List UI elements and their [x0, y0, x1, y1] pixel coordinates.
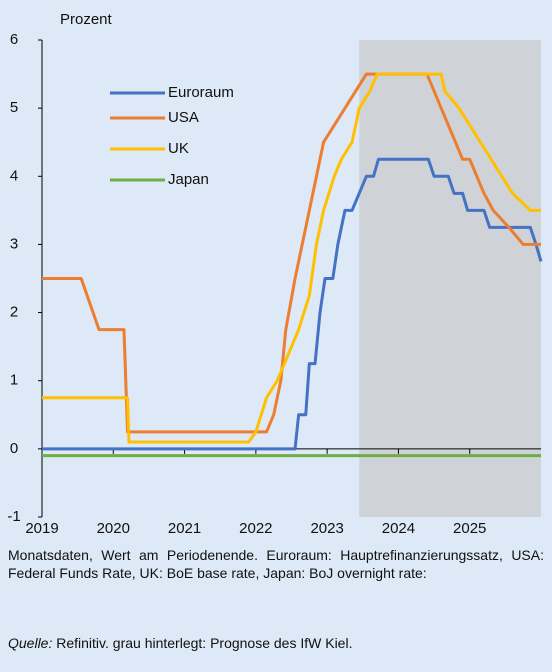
source-label: Quelle: [8, 635, 53, 651]
y-tick-label: 1 [10, 372, 18, 389]
chart: Prozent -1 0 1 2 3 4 5 6 2019 2020 2021 2022 2023 202… [7, 11, 543, 537]
source: Quelle: Refinitiv. grau hinterlegt: Prog… [8, 634, 544, 652]
y-tick-label: 5 [10, 99, 18, 116]
legend-label: USA [168, 109, 199, 126]
x-tick-label: 2022 [239, 520, 272, 537]
y-tick-label: -1 [7, 508, 20, 525]
legend-label: Japan [168, 171, 209, 188]
note: Monatsdaten, Wert am Periodenende. Euror… [8, 547, 544, 581]
y-tick-label: 0 [10, 440, 18, 457]
series-line [42, 72, 541, 434]
y-tick-label: 2 [10, 304, 18, 321]
source-text: Refinitiv. grau hinterlegt: Prognose des… [56, 635, 353, 651]
series-line [42, 157, 543, 451]
legend-label: Euroraum [168, 84, 234, 101]
forecast-shade [359, 40, 541, 517]
x-tick-label: 2021 [168, 520, 201, 537]
x-tick-label: 2024 [382, 520, 415, 537]
legend-label: UK [168, 140, 189, 157]
y-tick-label: 6 [10, 31, 18, 48]
y-tick-label: 3 [10, 235, 18, 252]
series-line [42, 72, 541, 444]
x-tick-label: 2023 [310, 520, 343, 537]
x-tick-label: 2020 [97, 520, 130, 537]
x-tick-label: 2025 [453, 520, 486, 537]
x-tick-label: 2019 [25, 520, 58, 537]
y-tick-label: 4 [10, 167, 18, 184]
y-axis-label: Prozent [60, 11, 113, 28]
